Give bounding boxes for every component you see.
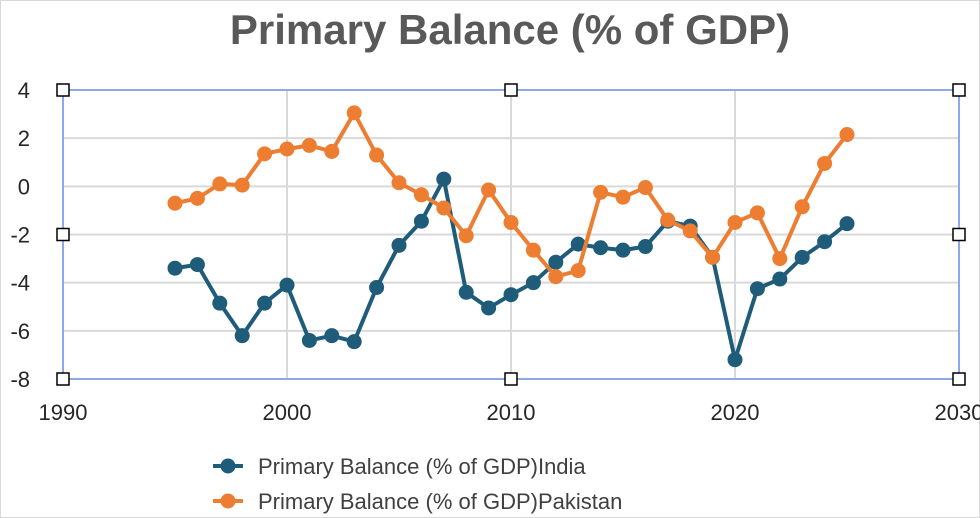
data-point[interactable] xyxy=(391,237,407,253)
data-point[interactable] xyxy=(839,216,855,232)
resize-handle[interactable] xyxy=(952,372,966,386)
data-point[interactable] xyxy=(212,176,228,192)
data-point[interactable] xyxy=(189,190,205,206)
data-point[interactable] xyxy=(615,189,631,205)
data-point[interactable] xyxy=(369,147,385,163)
data-point[interactable] xyxy=(458,228,474,244)
data-point[interactable] xyxy=(301,332,317,348)
data-point[interactable] xyxy=(593,184,609,200)
data-point[interactable] xyxy=(391,175,407,191)
data-point[interactable] xyxy=(615,242,631,258)
data-point[interactable] xyxy=(839,127,855,143)
data-point[interactable] xyxy=(324,143,340,159)
data-point[interactable] xyxy=(525,275,541,291)
data-point[interactable] xyxy=(257,295,273,311)
data-point[interactable] xyxy=(727,352,743,368)
data-point[interactable] xyxy=(570,263,586,279)
data-point[interactable] xyxy=(279,141,295,157)
data-point[interactable] xyxy=(749,205,765,221)
legend-item[interactable]: Primary Balance (% of GDP)Pakistan xyxy=(213,489,622,514)
data-point[interactable] xyxy=(234,177,250,193)
data-point[interactable] xyxy=(481,182,497,198)
data-point[interactable] xyxy=(413,213,429,229)
data-point[interactable] xyxy=(436,200,452,216)
data-point[interactable] xyxy=(817,234,833,250)
resize-handle[interactable] xyxy=(952,227,966,242)
data-point[interactable] xyxy=(436,171,452,187)
data-point[interactable] xyxy=(301,137,317,153)
data-point[interactable] xyxy=(413,187,429,203)
data-point[interactable] xyxy=(458,284,474,300)
chart-title: Primary Balance (% of GDP) xyxy=(229,6,791,53)
legend-label: Primary Balance (% of GDP)India xyxy=(258,454,586,479)
y-tick-label: 0 xyxy=(18,174,30,199)
x-tick-label: 2000 xyxy=(263,400,312,425)
legend-item[interactable]: Primary Balance (% of GDP)India xyxy=(213,454,586,479)
data-point[interactable] xyxy=(279,277,295,293)
data-point[interactable] xyxy=(346,105,362,121)
y-tick-label: 2 xyxy=(18,126,30,151)
y-tick-label: 4 xyxy=(18,78,30,103)
data-point[interactable] xyxy=(548,254,564,270)
data-point[interactable] xyxy=(234,328,250,344)
data-point[interactable] xyxy=(772,271,788,287)
data-point[interactable] xyxy=(167,195,183,211)
selection-handles xyxy=(56,83,966,386)
y-tick-label: -4 xyxy=(10,271,30,296)
data-point[interactable] xyxy=(705,249,721,265)
data-point[interactable] xyxy=(682,223,698,239)
legend-marker-icon xyxy=(220,493,236,509)
resize-handle[interactable] xyxy=(504,83,518,97)
y-tick-label: -2 xyxy=(10,223,30,248)
y-tick-label: -8 xyxy=(10,367,30,392)
data-point[interactable] xyxy=(570,236,586,252)
data-point[interactable] xyxy=(794,199,810,215)
data-point[interactable] xyxy=(727,214,743,230)
data-point[interactable] xyxy=(481,300,497,316)
data-point[interactable] xyxy=(525,242,541,258)
data-point[interactable] xyxy=(257,146,273,162)
data-point[interactable] xyxy=(503,214,519,230)
data-point[interactable] xyxy=(548,269,564,285)
x-tick-label: 2020 xyxy=(711,400,760,425)
y-tick-label: -6 xyxy=(10,319,30,344)
x-tick-label: 1990 xyxy=(39,400,88,425)
data-point[interactable] xyxy=(369,279,385,295)
data-point[interactable] xyxy=(660,212,676,228)
data-point[interactable] xyxy=(212,295,228,311)
resize-handle[interactable] xyxy=(56,227,70,242)
legend-label: Primary Balance (% of GDP)Pakistan xyxy=(258,489,622,514)
x-tick-label: 2010 xyxy=(487,400,536,425)
resize-handle[interactable] xyxy=(504,372,518,386)
data-point[interactable] xyxy=(637,180,653,196)
data-point[interactable] xyxy=(324,328,340,344)
data-point[interactable] xyxy=(749,281,765,297)
data-point[interactable] xyxy=(772,251,788,267)
data-point[interactable] xyxy=(637,239,653,255)
data-point[interactable] xyxy=(189,257,205,273)
data-point[interactable] xyxy=(167,260,183,276)
legend-marker-icon xyxy=(220,458,236,474)
resize-handle[interactable] xyxy=(56,83,70,97)
data-point[interactable] xyxy=(817,155,833,171)
resize-handle[interactable] xyxy=(952,83,966,97)
data-point[interactable] xyxy=(593,240,609,256)
data-point[interactable] xyxy=(794,249,810,265)
data-point[interactable] xyxy=(346,334,362,350)
series-lines xyxy=(167,105,855,368)
axis-tick-labels: 4 2 0 -2 -4 -6 -8 1990 2000 2010 2020 2030 xyxy=(10,78,980,425)
resize-handle[interactable] xyxy=(56,372,70,386)
legend[interactable]: Primary Balance (% of GDP)India Primary B… xyxy=(213,454,622,514)
series-primary-balance-of-gdp-pakistan[interactable] xyxy=(167,105,855,285)
x-tick-label: 2030 xyxy=(935,400,980,425)
data-point[interactable] xyxy=(503,287,519,303)
